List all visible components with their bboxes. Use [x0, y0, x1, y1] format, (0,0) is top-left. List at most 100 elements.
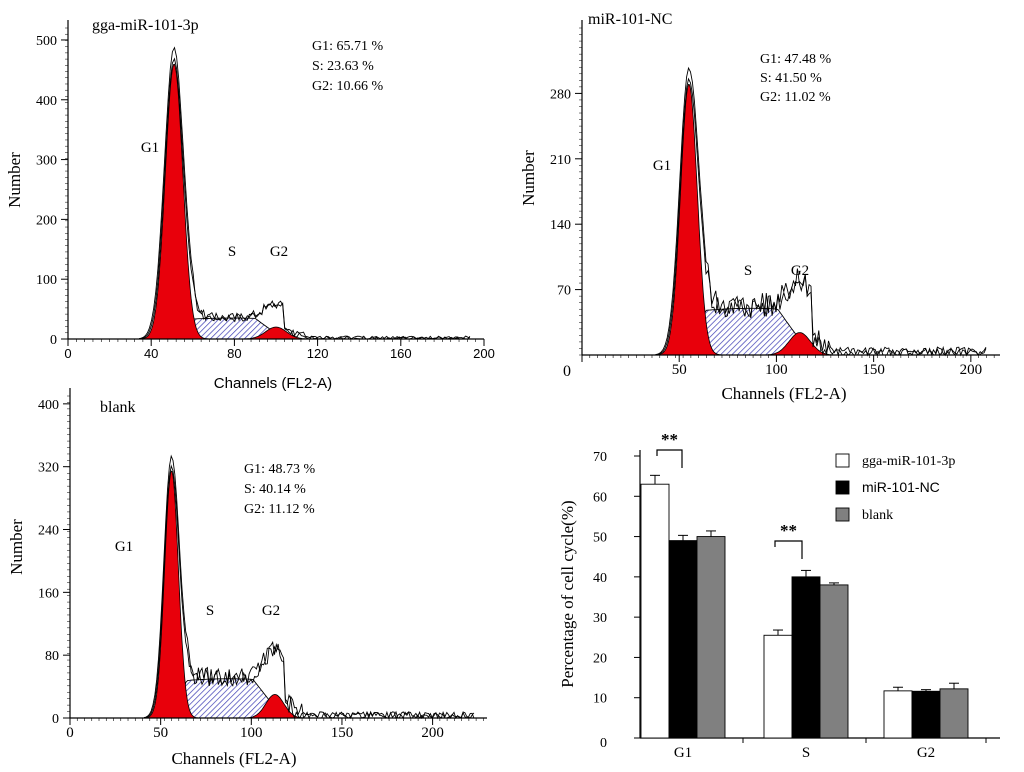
- bar-y-tick-label: 60: [593, 490, 607, 505]
- bar-y-tick-label: 50: [593, 531, 607, 546]
- phase-percentage-stat: G1: 48.73 %: [244, 462, 316, 477]
- bar-y-tick-label: 20: [593, 651, 607, 666]
- region-label-g2: G2: [791, 263, 809, 279]
- x-tick-label: 0: [563, 363, 571, 380]
- phase-percentage-stat: G2: 11.12 %: [244, 502, 315, 517]
- y-tick-label: 500: [36, 34, 57, 49]
- x-tick-label: 50: [672, 362, 687, 378]
- region-label-s: S: [744, 263, 752, 279]
- x-tick-label: 40: [144, 346, 158, 361]
- x-tick-label: 160: [390, 346, 412, 361]
- x-axis-label: Channels (FL2-A): [171, 749, 296, 768]
- histogram-panel-blank: 0 50 100 150 200 0 80 160 240 320 400 blank Channels…: [7, 388, 487, 768]
- bar-chart-panel: 0 10 20 30 40 50 60 70 G1 S G2 ** ** Percentage of ce…: [558, 430, 1000, 761]
- bar-gga-mir-101-3p-g1: [640, 483, 670, 739]
- phase-percentage-stat: G2: 11.02 %: [760, 90, 831, 105]
- region-label-g1: G1: [141, 140, 159, 156]
- y-tick-label: 280: [550, 87, 571, 102]
- panel-title: gga-miR-101-3p: [92, 17, 199, 34]
- x-axis-label: Channels (FL2-A): [721, 384, 846, 403]
- region-label-g2: G2: [262, 603, 280, 619]
- legend-swatch: [835, 507, 850, 522]
- legend-swatch: [835, 480, 850, 495]
- x-tick-label: 120: [307, 346, 329, 361]
- x-tick-label: 150: [331, 725, 354, 741]
- y-tick-label: 0: [50, 333, 57, 348]
- legend-label: blank: [862, 508, 893, 523]
- x-tick-label: 0: [64, 346, 71, 361]
- s-phase-area: [172, 678, 285, 719]
- y-tick-label: 300: [36, 154, 57, 169]
- phase-percentage-stat: S: 40.14 %: [244, 482, 306, 497]
- g1-peak: [138, 63, 210, 340]
- raw-histogram-trace: [139, 46, 471, 340]
- significance-bracket: [656, 449, 683, 468]
- histogram-panel-gga-mir-101-3p: 0 40 80 120 160 200 0 100 200 300 400 500 gga-miR-10…: [5, 17, 495, 392]
- y-tick-label: 240: [38, 524, 59, 539]
- x-tick-label: 80: [227, 346, 241, 361]
- g1-peak: [143, 470, 200, 719]
- g1-peak: [655, 83, 723, 356]
- panel-title: blank: [100, 399, 136, 416]
- x-tick-label: 100: [240, 725, 263, 741]
- x-tick-label: 200: [960, 362, 983, 378]
- bar-mir-101-nc-g2: [911, 690, 941, 739]
- y-tick-label: 210: [550, 153, 571, 168]
- raw-histogram-trace: [655, 66, 987, 357]
- x-tick-label: 100: [765, 362, 788, 378]
- y-axis-label: Number: [7, 519, 26, 575]
- bar-category-label: S: [802, 745, 810, 761]
- x-tick-label: 200: [421, 725, 444, 741]
- phase-percentage-stat: S: 41.50 %: [760, 71, 822, 86]
- g2-peak: [767, 332, 835, 356]
- phase-percentage-stat: S: 23.63 %: [312, 59, 374, 74]
- y-axis-label: Number: [5, 152, 24, 208]
- y-tick-label: 200: [36, 213, 57, 228]
- y-tick-label: 160: [38, 586, 59, 601]
- significance-marker: **: [780, 521, 797, 540]
- y-axis-label: Number: [519, 150, 538, 206]
- bar-blank-s: [819, 584, 849, 739]
- significance-bracket: [774, 540, 803, 559]
- bar-y-axis-label: Percentage of cell cycle(%): [558, 500, 577, 687]
- x-axis-label: Channels (FL2-A): [214, 375, 332, 392]
- x-tick-label: 50: [153, 725, 168, 741]
- panel-title: miR-101-NC: [588, 11, 672, 28]
- raw-histogram-trace: [143, 464, 475, 720]
- x-tick-label: 200: [473, 346, 495, 361]
- legend-label: miR-101-NC: [862, 479, 940, 495]
- legend-swatch: [835, 453, 850, 468]
- bar-y-tick-label: 70: [593, 450, 607, 465]
- phase-percentage-stat: G1: 47.48 %: [760, 52, 832, 67]
- bar-blank-g2: [939, 688, 969, 739]
- y-tick-label: 80: [45, 649, 59, 664]
- bar-mir-101-nc-s: [791, 576, 821, 739]
- phase-percentage-stat: G2: 10.66 %: [312, 79, 384, 94]
- bar-gga-mir-101-3p-g2: [883, 690, 913, 739]
- bar-mir-101-nc-g1: [668, 540, 698, 739]
- histogram-panel-mir-101-nc: 50 100 150 200 70 140 210 280 0 miR-101-NC Channel…: [519, 11, 1000, 403]
- y-tick-label: 140: [550, 218, 571, 233]
- y-tick-label: 0: [52, 712, 59, 727]
- x-tick-label: 150: [862, 362, 885, 378]
- bar-y-tick-label: 30: [593, 611, 607, 626]
- g2-peak: [247, 693, 305, 719]
- bar-gga-mir-101-3p-s: [763, 634, 793, 739]
- bar-category-label: G2: [917, 745, 935, 761]
- region-label-g1: G1: [653, 158, 671, 174]
- region-label-g1: G1: [115, 539, 133, 555]
- x-tick-label: 0: [66, 725, 74, 741]
- y-tick-label: 320: [38, 461, 59, 476]
- significance-marker: **: [661, 430, 678, 449]
- y-tick-label: 400: [38, 398, 59, 413]
- bar-y-tick-label: 10: [593, 692, 607, 707]
- y-tick-label: 400: [36, 94, 57, 109]
- region-label-s: S: [228, 244, 236, 260]
- legend-label: gga-miR-101-3p: [862, 454, 955, 469]
- bar-category-label: G1: [674, 745, 692, 761]
- bar-y-tick-label: 40: [593, 571, 607, 586]
- region-label-s: S: [206, 603, 214, 619]
- phase-percentage-stat: G1: 65.71 %: [312, 39, 384, 54]
- bar-blank-g1: [696, 536, 726, 739]
